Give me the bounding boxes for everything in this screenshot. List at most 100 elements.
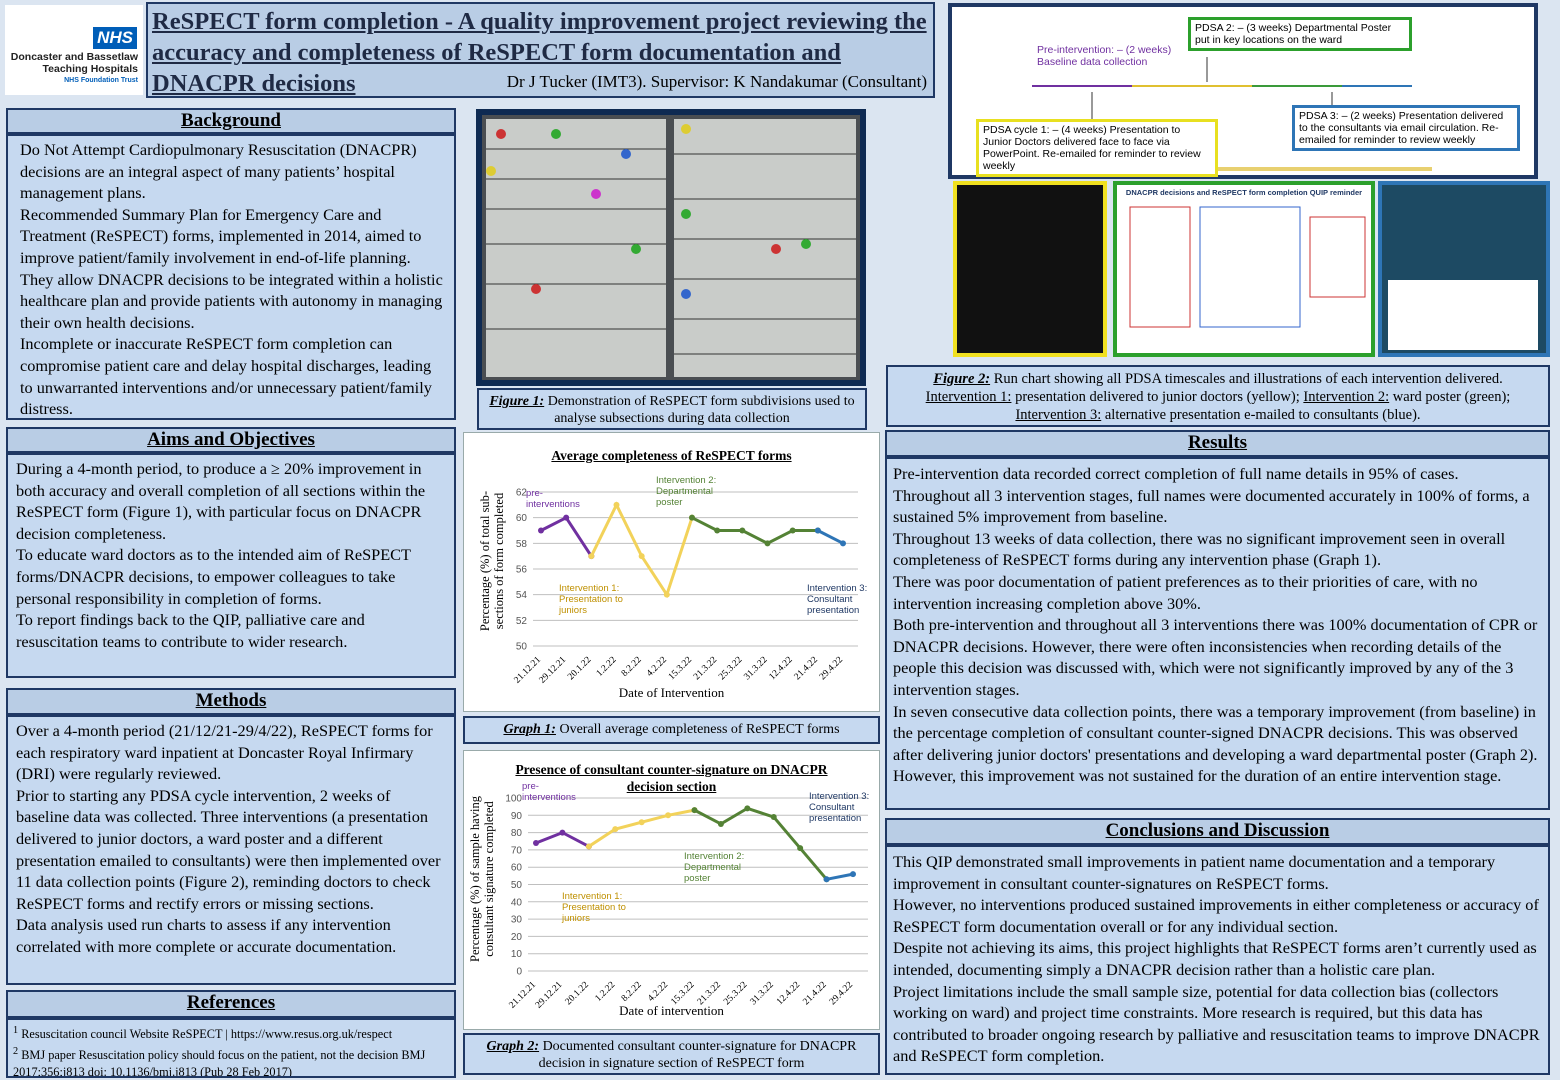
point [850,871,856,878]
form-dots [486,124,811,299]
run-chart-label: Pre-intervention: – (2 weeks) Baseline d… [1030,39,1194,73]
section-heading: Conclusions and Discussion [885,818,1550,845]
paragraph: There was poor documentation of patient … [893,571,1478,613]
reference-text: BMJ paper Resuscitation policy should fo… [13,1048,426,1078]
point [612,826,619,833]
trust-line: NHS Foundation Trust [64,77,138,84]
y-tick-label: 52 [516,616,528,627]
caption-label: Graph 1: [503,722,556,737]
email-body [1388,280,1538,350]
point [739,527,746,534]
paragraph: Prior to starting any PDSA cycle interve… [16,785,441,913]
x-tick-label: 4.2.22 [645,655,669,679]
graph-1-caption: Graph 1: Overall average completeness of… [463,716,880,744]
x-tick-label: 12.4.22 [768,655,795,682]
timeline [1032,57,1432,171]
point [638,553,645,560]
paragraph: During a 4-month period, to produce a ≥ … [16,459,426,543]
section-body: Do Not Attempt Cardiopulmonary Resuscita… [6,134,456,420]
caption-item-label: Intervention 1: [925,389,1012,405]
y-tick-label: 100 [505,794,522,805]
annotation: pre-interventions [526,488,580,510]
paragraph: Recommended Summary Plan for Emergency C… [20,204,443,332]
point [789,527,796,534]
x-tick-label: 21.12.21 [513,655,544,686]
poster-title: ReSPECT form completion - A quality impr… [152,8,927,97]
y-tick-label: 56 [516,565,528,576]
point [533,839,539,846]
graph-1: 50 52 54 56 58 60 62 21.12.21 29.12.21 20.1.22 1.2… [463,432,880,712]
annotation: pre-interventions [522,781,576,803]
reference-number: 2 [13,1046,19,1058]
series-line [826,872,854,881]
annotation: Intervention 1: Presentation to juniors [559,583,623,616]
annotation: Intervention 2: Departmental poster [656,475,717,508]
point [814,527,821,534]
caption-item-label: Intervention 2: [1303,389,1390,405]
nhs-mark: NHS [93,27,137,49]
section-body: Pre-intervention data recorded correct c… [885,457,1550,810]
point [744,805,751,812]
section-body: During a 4-month period, to produce a ≥ … [6,453,456,678]
point [638,819,645,826]
trust-name: Doncaster and Bassetlaw Teaching Hospita… [11,51,138,87]
figure-1-caption: Figure 1: Demonstration of ReSPECT form … [477,388,867,430]
paragraph: This QIP demonstrated small improvements… [893,852,1496,893]
series-line [817,529,844,545]
paragraph: To report findings back to the QIP, pall… [16,610,365,651]
x-tick-label: 8.2.22 [620,980,644,1004]
series-line [691,516,818,546]
y-tick-label: 20 [511,932,523,943]
caption-item-text: presentation delivered to junior doctors… [1015,389,1300,405]
y-axis-label: Percentage (%) of total sub-sections of … [478,490,506,632]
paragraph: In seven consecutive data collection poi… [893,701,1538,786]
y-tick-label: 60 [516,513,528,524]
paragraph: Data analysis used run charts to assess … [16,915,397,956]
poster-sketch [1129,206,1366,328]
x-tick-label: 21.4.22 [793,655,820,682]
caption-item-text: alternative presentation e-mailed to con… [1104,407,1421,423]
section-body: Over a 4-month period (21/12/21-29/4/22)… [6,715,456,985]
logo: NHS Doncaster and Bassetlaw Teaching Hos… [5,5,143,95]
series-line [693,806,828,881]
reference-number: 1 [13,1025,19,1036]
paragraph: However, no interventions produced susta… [893,895,1539,936]
caption-item-text: ward poster (green); [1392,389,1511,405]
point [559,829,566,836]
run-chart-label: PDSA 2: – (3 weeks) Departmental Poster … [1188,17,1412,51]
chart-title: Presence of consultant counter-signature… [515,762,828,794]
point [823,876,830,883]
x-tick-label: 29.12.21 [538,655,569,686]
section-body: This QIP demonstrated small improvements… [885,845,1550,1075]
x-tick-label: 31.3.22 [742,655,769,682]
point [538,527,544,534]
caption-label: Figure 2: [933,371,991,387]
y-tick-label: 30 [511,915,523,926]
trust-line: Teaching Hospitals [42,63,139,75]
thumbnail-poster: DNACPR decisions and ReSPECT form comple… [1113,181,1375,357]
caption-item-label: Intervention 3: [1015,407,1102,423]
chart-title: Average completeness of ReSPECT forms [551,448,792,463]
y-tick-label: 50 [511,880,523,891]
point [588,553,595,560]
annotation: Intervention 3: Consultant presentation [809,791,870,824]
annotation: Intervention 1: Presentation to juniors [562,891,626,924]
x-tick-label: 21.3.22 [692,655,719,682]
x-axis-label: Date of intervention [619,1003,724,1018]
run-chart-label: PDSA cycle 1: – (4 weeks) Presentation t… [976,119,1218,177]
annotation: Intervention 3: Consultant presentation [807,583,868,616]
y-tick-label: 58 [516,539,528,550]
annotation: Intervention 2: Departmental poster [684,851,745,884]
x-tick-label: 20.1.22 [566,655,593,682]
point [663,591,670,598]
x-tick-label: 15.3.22 [667,655,694,682]
point [764,540,771,547]
point [717,820,724,827]
paragraph: To educate ward doctors as to the intend… [16,545,411,608]
y-axis-label: Percentage (%) of sample having consulta… [468,796,496,962]
y-tick-label: 90 [511,811,523,822]
caption-label: Graph 2: [486,1039,540,1054]
point [840,540,846,547]
